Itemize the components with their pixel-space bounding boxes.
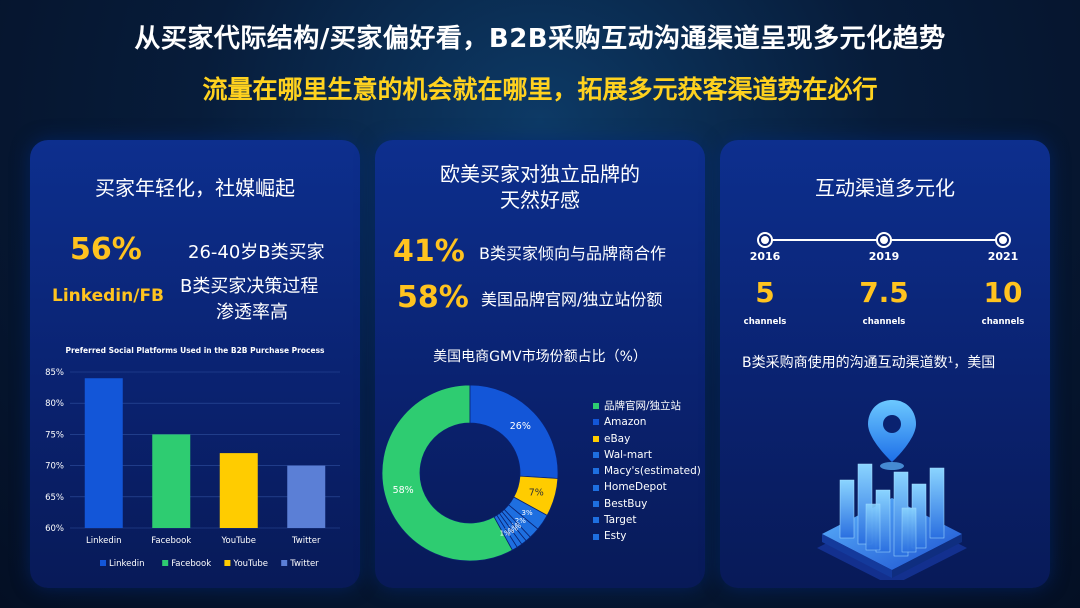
legend-swatch — [224, 560, 231, 566]
legend-label: 品牌官网/独立站 — [604, 400, 682, 412]
stat-value: Linkedin/FB — [52, 286, 165, 306]
legend-label: eBay — [604, 432, 631, 445]
legend-label: Amazon — [604, 416, 647, 429]
slice-label: 1% — [500, 529, 511, 537]
legend-item: Wal-mart — [593, 447, 701, 463]
y-tick-label: 75% — [45, 430, 64, 440]
stat-label: B类买家倾向与品牌商合作 — [479, 244, 666, 263]
slice-label: 1% — [503, 527, 514, 535]
x-tick-label: YouTube — [220, 536, 256, 546]
stat-value: 58% — [397, 280, 469, 315]
legend-item: Esty — [593, 528, 701, 544]
chart-legend: 品牌官网/独立站 Amazon eBay Wal-mart Macy's(estimat… — [593, 398, 701, 545]
donut-slice — [493, 514, 518, 551]
legend-label: BestBuy — [604, 497, 648, 510]
legend-swatch — [100, 560, 106, 566]
slice-label: 3% — [522, 509, 533, 517]
stat-value: 56% — [70, 232, 142, 267]
timeline-year: 2021 — [987, 250, 1019, 263]
legend-swatch — [593, 468, 599, 475]
legend-label: YouTube — [232, 559, 268, 569]
stat-label: 美国品牌官网/独立站份额 — [481, 290, 663, 309]
panel-young-buyers: 买家年轻化，社媒崛起 56% 26-40岁B类买家 Linkedin/FB B类… — [30, 140, 360, 588]
timeline-value: 5 — [755, 276, 775, 309]
panel-title-line2: 天然好感 — [500, 188, 580, 212]
slice-label: 1% — [507, 525, 518, 533]
legend-item: BestBuy — [593, 496, 701, 512]
bar — [287, 465, 326, 528]
slice-label: 2% — [515, 517, 526, 525]
legend-swatch — [162, 560, 169, 566]
chart-title: 美国电商GMV市场份额占比（%） — [433, 349, 647, 365]
y-tick-label: 70% — [45, 462, 64, 472]
legend-label: Wal-mart — [604, 448, 652, 461]
panel-title-line1: 欧美买家对独立品牌的 — [440, 162, 640, 186]
timeline-value: 10 — [983, 276, 1023, 309]
legend-item: eBay — [593, 431, 701, 447]
slice-label: 58% — [393, 485, 414, 496]
legend-swatch — [593, 500, 599, 507]
legend-swatch — [281, 560, 288, 566]
legend-label: Esty — [604, 530, 627, 543]
legend-item: Macy's(estimated) — [593, 463, 701, 479]
timeline-dot — [759, 234, 771, 246]
legend-label: Macy's(estimated) — [604, 465, 701, 478]
channels-note: B类采购商使用的沟通互动渠道数¹，美国 — [742, 355, 996, 371]
stat-value: 41% — [393, 234, 465, 269]
legend-label: Target — [604, 514, 637, 527]
slice-label: 7% — [529, 487, 544, 498]
y-tick-label: 60% — [45, 524, 64, 534]
legend-swatch — [593, 419, 599, 426]
timeline-year: 2019 — [868, 250, 900, 263]
timeline-unit: channels — [862, 317, 906, 327]
stat-label: 渗透率高 — [216, 302, 288, 323]
panel-channels: 互动渠道多元化 2016 2019 2021 5 7.5 10 channels… — [720, 140, 1050, 588]
slice-label: 1% — [510, 522, 521, 530]
bar-chart: 60% 65% 70% 75% 80% 85% Linkedin Facebook YouTub… — [45, 368, 340, 569]
y-tick-label: 80% — [45, 399, 64, 409]
timeline-dot — [997, 234, 1009, 246]
x-tick-label: Linkedin — [86, 536, 121, 546]
timeline-unit: channels — [981, 317, 1025, 327]
timeline-dot — [878, 234, 890, 246]
isometric-chart-illustration — [817, 400, 967, 580]
page-subtitle: 流量在哪里生意的机会就在哪里，拓展多元获客渠道势在必行 — [202, 75, 878, 104]
legend-swatch — [593, 533, 599, 540]
legend-item: HomeDepot — [593, 479, 701, 495]
legend-item: Target — [593, 512, 701, 528]
donut-chart: 58%26%7%3%2%1%1%1%1% — [381, 384, 559, 562]
timeline-value: 7.5 — [859, 276, 909, 309]
y-tick-label: 65% — [45, 493, 64, 503]
bar — [219, 453, 258, 528]
donut-slice — [381, 384, 513, 562]
donut-slice — [469, 384, 559, 479]
page-title: 从买家代际结构/买家偏好看，B2B采购互动沟通渠道呈现多元化趋势 — [134, 24, 946, 54]
x-tick-label: Twitter — [291, 536, 321, 546]
legend-swatch — [593, 452, 599, 459]
panel-title: 互动渠道多元化 — [815, 176, 955, 200]
legend-label: Linkedin — [109, 559, 144, 569]
legend-swatch — [593, 435, 599, 442]
timeline-year: 2016 — [749, 250, 781, 263]
legend-label: Twitter — [289, 559, 319, 569]
chart-title: Preferred Social Platforms Used in the B… — [65, 346, 325, 355]
legend-item: 品牌官网/独立站 — [593, 398, 701, 414]
legend-item: Amazon — [593, 414, 701, 430]
legend-swatch — [593, 517, 599, 524]
legend-label: HomeDepot — [604, 481, 667, 494]
legend-swatch — [593, 484, 599, 491]
x-tick-label: Facebook — [151, 536, 191, 546]
bar — [152, 434, 191, 528]
stat-label: 26-40岁B类买家 — [188, 242, 325, 263]
panel-title: 买家年轻化，社媒崛起 — [95, 176, 295, 200]
legend-label: Facebook — [171, 559, 211, 569]
slice-label: 26% — [510, 421, 531, 432]
stat-label: B类买家决策过程 — [180, 276, 319, 297]
y-tick-label: 85% — [45, 368, 64, 378]
legend-swatch — [593, 403, 599, 410]
timeline-unit: channels — [743, 317, 787, 327]
bar — [84, 378, 123, 528]
panel-brand-preference: 欧美买家对独立品牌的 天然好感 41% B类买家倾向与品牌商合作 58% 美国品… — [375, 140, 705, 588]
